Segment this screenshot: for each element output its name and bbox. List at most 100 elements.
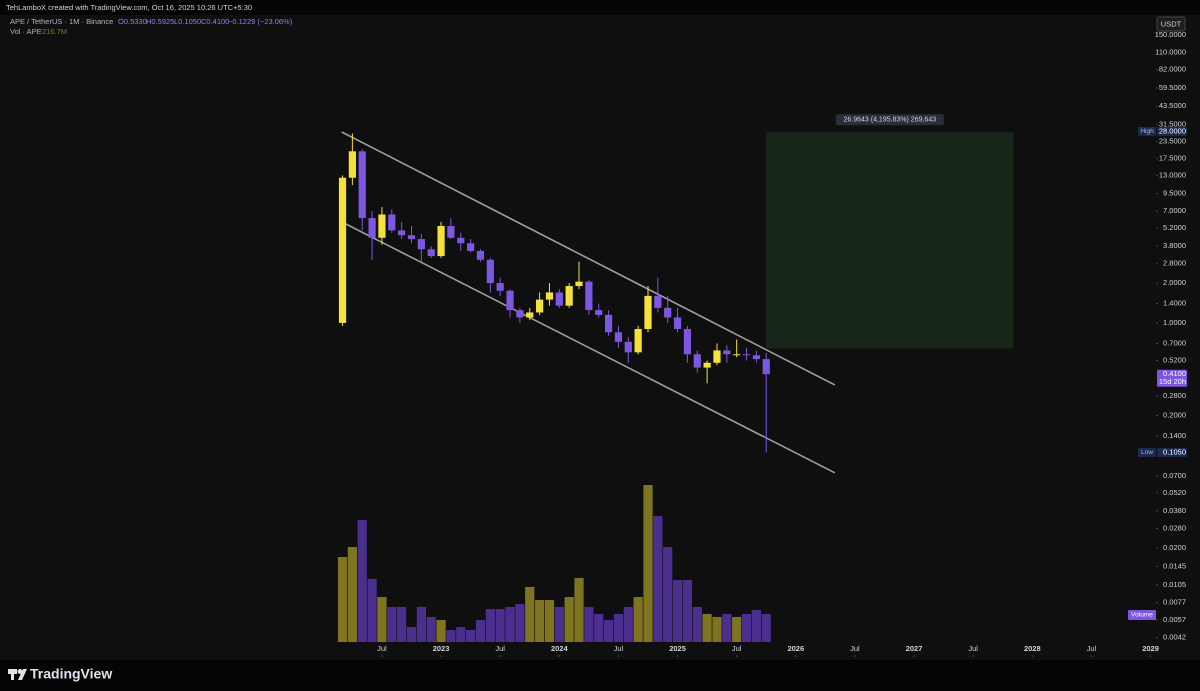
y-tick-label: 150.0000 bbox=[1155, 30, 1186, 39]
candle-body bbox=[595, 310, 603, 315]
range-box bbox=[766, 132, 1014, 349]
y-tick-label: 0.0380 bbox=[1163, 506, 1186, 515]
candle-body bbox=[535, 299, 544, 313]
volume-bar bbox=[416, 606, 426, 642]
candle-body bbox=[733, 354, 741, 356]
price-label-name: Low bbox=[1141, 449, 1153, 456]
header-text: TehLamboX created with TradingView.com, … bbox=[6, 3, 252, 12]
volume-bar bbox=[436, 620, 446, 642]
candle-body bbox=[338, 177, 347, 323]
range-label: 26.9643 (4,195.83%) 269,643 bbox=[843, 117, 936, 124]
candle-body bbox=[496, 283, 504, 291]
volume-bar bbox=[633, 597, 643, 642]
volume-bar bbox=[525, 586, 535, 642]
candle-body bbox=[407, 235, 416, 240]
volume-bar bbox=[722, 613, 732, 642]
candle-body bbox=[683, 328, 692, 355]
volume-bar bbox=[594, 613, 604, 642]
header-bar bbox=[0, 0, 1200, 15]
price-countdown: 15d 20h bbox=[1159, 377, 1186, 386]
volume-bar bbox=[584, 606, 594, 642]
x-tick-label: Jul bbox=[732, 644, 742, 653]
volume-bar bbox=[485, 609, 495, 642]
candle-body bbox=[723, 350, 731, 355]
y-tick-label: 0.5200 bbox=[1163, 356, 1186, 365]
price-label-name: High bbox=[1140, 128, 1154, 135]
y-tick-label: 0.0077 bbox=[1163, 598, 1186, 607]
y-tick-label: 1.4000 bbox=[1163, 299, 1186, 308]
volume-bar bbox=[603, 620, 614, 642]
y-tick-label: 110.0000 bbox=[1155, 48, 1186, 57]
candle-body bbox=[368, 218, 376, 238]
price-label: 0.4100 bbox=[1163, 369, 1186, 378]
candle-body bbox=[634, 328, 642, 353]
x-tick-label: 2028 bbox=[1024, 644, 1041, 653]
volume-bar bbox=[574, 578, 584, 642]
volume-bar bbox=[534, 600, 545, 642]
x-tick-label: 2023 bbox=[433, 644, 450, 653]
price-label-bg bbox=[1157, 447, 1187, 457]
y-tick-label: 0.0700 bbox=[1163, 471, 1186, 480]
candle-body bbox=[467, 243, 475, 251]
legend-open: O0.5330 bbox=[118, 17, 147, 26]
y-tick-label: 0.0280 bbox=[1163, 523, 1186, 532]
volume-bar bbox=[387, 606, 397, 642]
x-tick-label: 2024 bbox=[551, 644, 569, 653]
volume-bar bbox=[761, 613, 771, 642]
legend-change: −0.1229 (−23.06%) bbox=[228, 17, 293, 26]
y-tick-label: 0.0105 bbox=[1163, 580, 1186, 589]
y-tick-label: 0.2800 bbox=[1163, 391, 1186, 400]
candle-body bbox=[565, 286, 573, 306]
y-tick-label: 3.8000 bbox=[1163, 241, 1186, 250]
legend-close: C0.4100 bbox=[201, 17, 229, 26]
candle-body bbox=[476, 250, 485, 260]
candle-body bbox=[358, 151, 366, 219]
volume-bar bbox=[446, 629, 456, 642]
y-tick-label: 17.5000 bbox=[1159, 153, 1186, 162]
volume-bar bbox=[643, 484, 653, 642]
volume-bar bbox=[682, 579, 693, 642]
volume-bar bbox=[732, 616, 742, 642]
candle-body bbox=[742, 354, 751, 356]
y-tick-label: 59.5000 bbox=[1159, 83, 1186, 92]
candle-body bbox=[447, 225, 455, 238]
candle-body bbox=[398, 230, 406, 236]
volume-bar bbox=[377, 597, 387, 642]
footer-bar bbox=[0, 660, 1200, 691]
price-label-tag bbox=[1138, 447, 1156, 457]
y-tick-label: 5.2000 bbox=[1163, 223, 1186, 232]
candle-body bbox=[614, 332, 623, 342]
candle-body bbox=[604, 314, 613, 333]
brand-logo bbox=[8, 669, 27, 680]
volume-legend: Vol · APE bbox=[10, 27, 42, 36]
x-tick-label: 2029 bbox=[1142, 644, 1159, 653]
candle-body bbox=[516, 310, 524, 318]
currency-button[interactable] bbox=[1156, 16, 1186, 32]
volume-bar bbox=[357, 520, 367, 642]
volume-label-bg bbox=[1128, 610, 1156, 620]
y-tick-label: 0.2000 bbox=[1163, 410, 1186, 419]
y-tick-label: 0.7000 bbox=[1163, 338, 1186, 347]
candle-body bbox=[762, 359, 770, 375]
y-tick-label: 43.5000 bbox=[1159, 101, 1186, 110]
candle-body bbox=[693, 354, 701, 368]
candle-body bbox=[526, 312, 534, 318]
x-tick-label: Jul bbox=[850, 644, 860, 653]
price-label: 0.1050 bbox=[1163, 447, 1186, 456]
x-tick-label: Jul bbox=[1087, 644, 1097, 653]
x-tick-label: 2025 bbox=[669, 644, 686, 653]
y-tick-label: 0.0520 bbox=[1163, 488, 1186, 497]
volume-bar bbox=[741, 613, 752, 642]
volume-bar bbox=[554, 606, 564, 642]
candle-body bbox=[703, 362, 711, 368]
volume-bar bbox=[495, 609, 505, 642]
legend-high: H0.5925 bbox=[146, 17, 174, 26]
y-tick-label: 7.0000 bbox=[1163, 206, 1186, 215]
trend-line bbox=[341, 131, 836, 386]
x-tick-label: 2027 bbox=[906, 644, 923, 653]
candle-body bbox=[427, 249, 435, 257]
candle-body bbox=[417, 239, 425, 250]
volume-bar bbox=[456, 627, 466, 642]
